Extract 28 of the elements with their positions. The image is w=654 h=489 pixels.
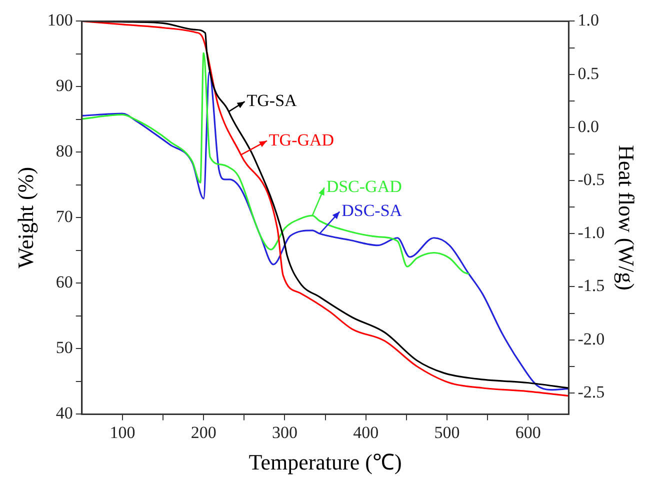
legend-label: TG-SA xyxy=(246,91,298,110)
y2-tick-label: 0.0 xyxy=(578,116,599,136)
x-tick-label: 400 xyxy=(353,422,379,442)
y2-tick-label: -2.5 xyxy=(578,382,605,402)
y2-axis-title: Heat flow (W/g) xyxy=(614,145,640,290)
x-axis-title: Temperature (℃) xyxy=(248,450,402,475)
y-tick-label: 100 xyxy=(47,10,73,30)
y2-tick-label: -2.0 xyxy=(578,329,605,348)
x-tick-label: 300 xyxy=(272,422,298,442)
legend-label: DSC-GAD xyxy=(326,177,402,196)
x-tick-label: 100 xyxy=(110,422,136,442)
y-tick-label: 70 xyxy=(56,207,73,226)
x-tick-label: 600 xyxy=(515,422,541,442)
x-tick-label: 500 xyxy=(434,422,460,442)
y-tick-label: 60 xyxy=(56,272,73,292)
y2-tick-label: -0.5 xyxy=(578,170,605,189)
y-tick-label: 40 xyxy=(56,404,73,423)
legend-label: DSC-SA xyxy=(342,201,403,220)
y2-tick-label: -1.0 xyxy=(578,223,605,242)
y-tick-label: 50 xyxy=(56,338,73,358)
y2-tick-label: 1.0 xyxy=(578,10,599,30)
y2-tick-label: 0.5 xyxy=(578,64,599,83)
y-tick-label: 80 xyxy=(56,142,73,161)
x-tick-label: 200 xyxy=(190,422,216,442)
y-axis-title: Weight (%) xyxy=(12,166,38,268)
y-tick-label: 90 xyxy=(56,76,73,96)
y2-tick-label: -1.5 xyxy=(578,276,605,296)
legend-label: TG-GAD xyxy=(268,130,334,150)
